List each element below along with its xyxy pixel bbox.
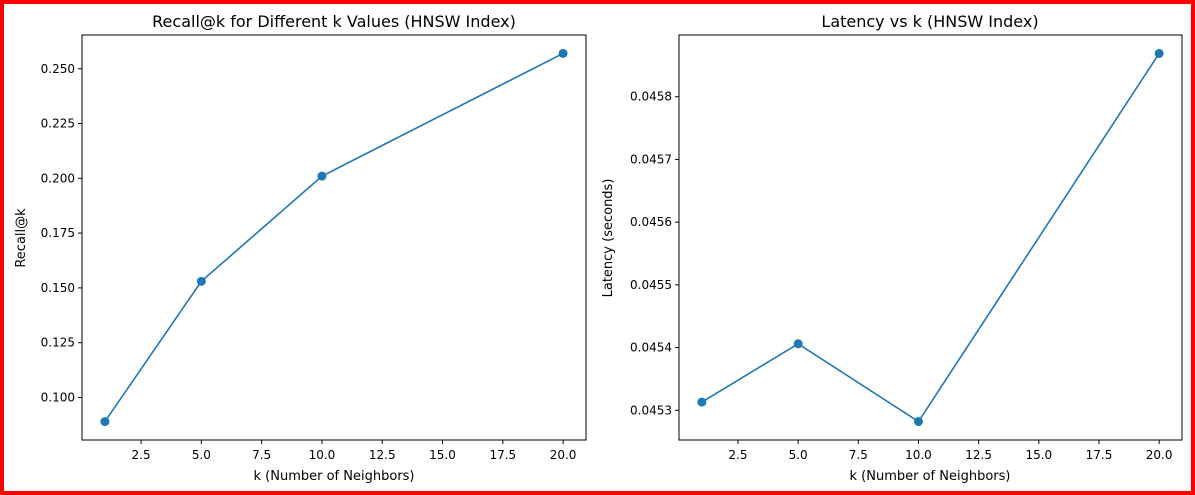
recall-y-tick-label: 0.150 [41, 281, 75, 295]
recall-x-tick-label: 2.5 [132, 448, 151, 462]
recall-x-tick-label: 15.0 [429, 448, 456, 462]
latency-x-tick-label: 20.0 [1146, 448, 1173, 462]
latency-x-tick-label: 17.5 [1086, 448, 1113, 462]
recall-y-tick-label: 0.100 [41, 390, 75, 404]
recall-plot-area [81, 34, 587, 441]
latency-data-point [913, 417, 923, 427]
recall-y-ticks: 0.100 0.125 0.150 0.175 0.200 0.225 0.250 [41, 62, 82, 404]
recall-x-tick-label: 17.5 [489, 448, 516, 462]
recall-data-point [196, 276, 206, 286]
latency-series-line [701, 53, 1160, 423]
recall-data-point [100, 417, 110, 427]
latency-chart-title: Latency vs k (HNSW Index) [821, 12, 1038, 31]
latency-data-point [697, 397, 707, 407]
recall-x-ticks: 2.5 5.0 7.5 10.0 12.5 15.0 17.5 20.0 [132, 440, 577, 462]
recall-x-tick-label: 5.0 [192, 448, 211, 462]
recall-x-axis-label: k (Number of Neighbors) [254, 469, 415, 484]
recall-x-tick-label: 10.0 [309, 448, 336, 462]
recall-data-point [317, 171, 327, 181]
latency-y-tick-label: 0.0456 [630, 215, 672, 229]
recall-y-axis-label: Recall@k [14, 208, 29, 268]
recall-series-markers [100, 48, 568, 427]
latency-y-axis-label: Latency (seconds) [601, 179, 616, 298]
latency-y-tick-label: 0.0453 [630, 403, 672, 417]
latency-y-tick-label: 0.0458 [630, 90, 672, 104]
latency-series-markers [697, 48, 1164, 427]
recall-y-tick-label: 0.225 [41, 117, 75, 131]
recall-y-tick-label: 0.250 [41, 62, 75, 76]
recall-y-tick-label: 0.175 [41, 226, 75, 240]
latency-y-ticks: 0.0453 0.0454 0.0455 0.0456 0.0457 0.0458 [630, 90, 679, 417]
recall-chart: Recall@k for Different k Values (HNSW In… [14, 12, 587, 484]
recall-chart-title: Recall@k for Different k Values (HNSW In… [152, 12, 516, 31]
latency-x-axis-label: k (Number of Neighbors) [850, 469, 1011, 484]
recall-x-tick-label: 7.5 [252, 448, 271, 462]
latency-y-tick-label: 0.0457 [630, 152, 672, 166]
latency-data-point [1154, 48, 1164, 58]
recall-y-tick-label: 0.200 [41, 171, 75, 185]
recall-series-line [104, 52, 564, 423]
latency-y-tick-label: 0.0454 [630, 341, 672, 355]
recall-x-tick-label: 20.0 [550, 448, 577, 462]
latency-x-ticks: 2.5 5.0 7.5 10.0 12.5 15.0 17.5 20.0 [728, 440, 1172, 462]
latency-x-tick-label: 10.0 [905, 448, 932, 462]
latency-x-tick-label: 5.0 [789, 448, 808, 462]
recall-y-tick-label: 0.125 [41, 336, 75, 350]
latency-x-tick-label: 7.5 [849, 448, 868, 462]
latency-x-tick-label: 2.5 [728, 448, 747, 462]
latency-plot-area [678, 34, 1183, 441]
latency-y-tick-label: 0.0455 [630, 278, 672, 292]
latency-x-tick-label: 12.5 [965, 448, 992, 462]
latency-x-tick-label: 15.0 [1025, 448, 1052, 462]
recall-data-point [558, 48, 568, 58]
latency-data-point [793, 339, 803, 349]
latency-chart: Latency vs k (HNSW Index) 2.5 5.0 7.5 10.0 1… [601, 12, 1183, 484]
recall-x-tick-label: 12.5 [369, 448, 396, 462]
